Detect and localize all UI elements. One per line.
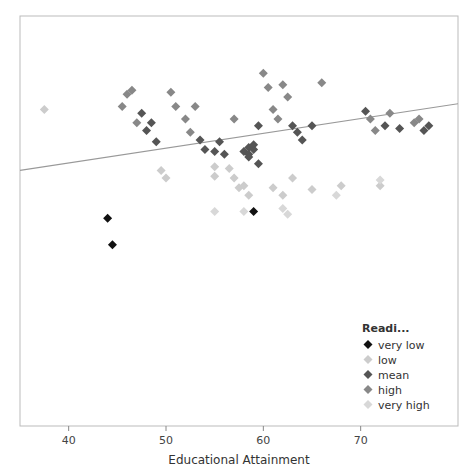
legend-swatch [364, 340, 373, 349]
point [264, 83, 273, 92]
point [147, 118, 156, 127]
point [337, 181, 346, 190]
point [210, 162, 219, 171]
point [239, 181, 248, 190]
point [283, 210, 292, 219]
point [283, 93, 292, 102]
legend-label: very high [378, 399, 430, 412]
point [273, 114, 282, 123]
point [181, 114, 190, 123]
point [424, 121, 433, 130]
point [191, 102, 200, 111]
point [361, 107, 370, 116]
point [166, 88, 175, 97]
point [381, 121, 390, 130]
point [269, 105, 278, 114]
point [288, 174, 297, 183]
point [308, 185, 317, 194]
regression-line [20, 104, 458, 171]
point [152, 137, 161, 146]
point [210, 172, 219, 181]
x-tick-label: 70 [354, 434, 368, 447]
legend-label: very low [378, 339, 425, 352]
point [278, 80, 287, 89]
x-tick [166, 426, 167, 431]
point [210, 147, 219, 156]
point [254, 159, 263, 168]
point [225, 164, 234, 173]
point [317, 78, 326, 87]
point [371, 126, 380, 135]
legend-label: high [378, 384, 402, 397]
point [293, 128, 302, 137]
point [132, 118, 141, 127]
point [249, 140, 258, 149]
point [103, 214, 112, 223]
point [259, 69, 268, 78]
legend: Readi... very low low mean high very high [362, 322, 430, 412]
point [308, 121, 317, 130]
plot-area [20, 69, 458, 250]
x-tick [360, 426, 361, 431]
point [376, 176, 385, 185]
x-tick-label: 60 [256, 434, 270, 447]
point [142, 126, 151, 135]
point [108, 240, 117, 249]
point [186, 128, 195, 137]
point [157, 166, 166, 175]
legend-swatch [364, 370, 373, 379]
point [244, 153, 253, 162]
point [196, 135, 205, 144]
x-tick [263, 426, 264, 431]
legend-title: Readi... [362, 322, 410, 335]
legend-label: low [378, 354, 397, 367]
legend-label: mean [378, 369, 409, 382]
point [395, 124, 404, 133]
legend-swatch [364, 400, 373, 409]
point [332, 191, 341, 200]
plot-frame [20, 16, 458, 426]
point [162, 174, 171, 183]
point [220, 150, 229, 159]
point [230, 174, 239, 183]
point [415, 114, 424, 123]
point [269, 183, 278, 192]
point [118, 102, 127, 111]
point [239, 207, 248, 216]
point [137, 109, 146, 118]
legend-swatch [364, 355, 373, 364]
x-tick-label: 40 [62, 434, 76, 447]
x-axis-label: Educational Attainment [168, 453, 310, 467]
point [215, 137, 224, 146]
legend-swatch [364, 385, 373, 394]
point [171, 102, 180, 111]
point [230, 114, 239, 123]
point [127, 86, 136, 95]
x-tick-label: 50 [159, 434, 173, 447]
point [40, 105, 49, 114]
point [278, 191, 287, 200]
point [254, 121, 263, 130]
point [385, 109, 394, 118]
point [298, 135, 307, 144]
x-tick [68, 426, 69, 431]
chart: 40 50 60 70 Educational Attainment Readi... ve… [0, 0, 474, 474]
point [200, 145, 209, 154]
point [244, 191, 253, 200]
point [288, 121, 297, 130]
point [249, 207, 258, 216]
point [210, 207, 219, 216]
point [366, 114, 375, 123]
